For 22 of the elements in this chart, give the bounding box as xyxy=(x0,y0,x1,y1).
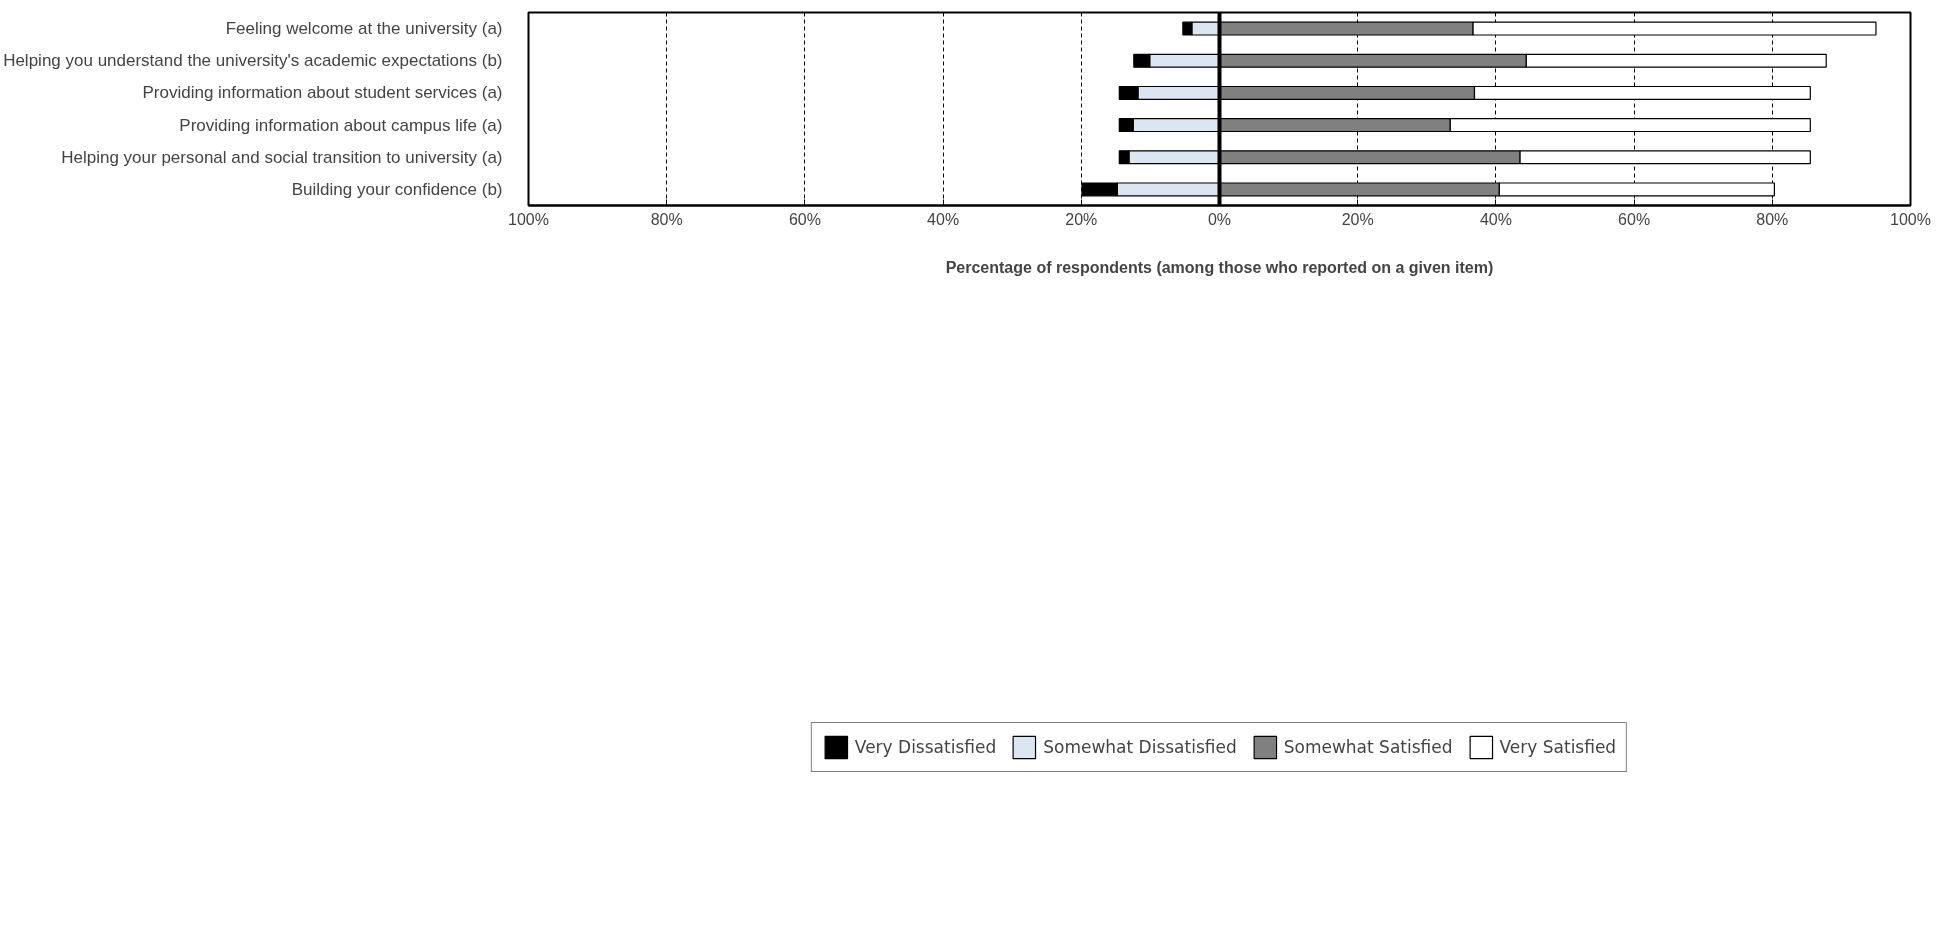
y-tick-label: Feeling welcome at the university (a) xyxy=(225,19,503,39)
y-tick-label: Helping you understand the university's academic expectations (b) xyxy=(3,51,503,71)
y-tick-label: Helping your personal and social transition to university (a) xyxy=(61,147,503,167)
x-tick-label: 60% xyxy=(788,210,821,228)
x-tick-label: 80% xyxy=(650,210,683,228)
legend-label: Very Satisfied xyxy=(1499,737,1617,757)
x-tick-label: 0% xyxy=(1207,210,1232,228)
x-tick-label: 100% xyxy=(508,210,549,228)
legend-label: Somewhat Dissatisfied xyxy=(1043,737,1237,757)
x-tick-label: 40% xyxy=(1479,210,1512,228)
x-tick-label: 80% xyxy=(1756,210,1789,228)
x-tick-label: 60% xyxy=(1618,210,1651,228)
x-tick-label: 20% xyxy=(1341,210,1374,228)
legend-label: Somewhat Satisfied xyxy=(1283,737,1453,757)
y-tick-label: Providing information about campus life (a) xyxy=(179,115,503,135)
x-tick-label: 20% xyxy=(1065,210,1098,228)
y-tick-label: Building your confidence (b) xyxy=(291,179,503,199)
y-tick-label: Providing information about student services (a) xyxy=(142,83,503,103)
legend-label: Very Dissatisfied xyxy=(854,737,997,757)
x-tick-label: 100% xyxy=(1890,210,1931,228)
x-tick-label: 40% xyxy=(927,210,960,228)
x-axis-title: Percentage of respondents (among those who reported on a given item) xyxy=(945,258,1494,276)
